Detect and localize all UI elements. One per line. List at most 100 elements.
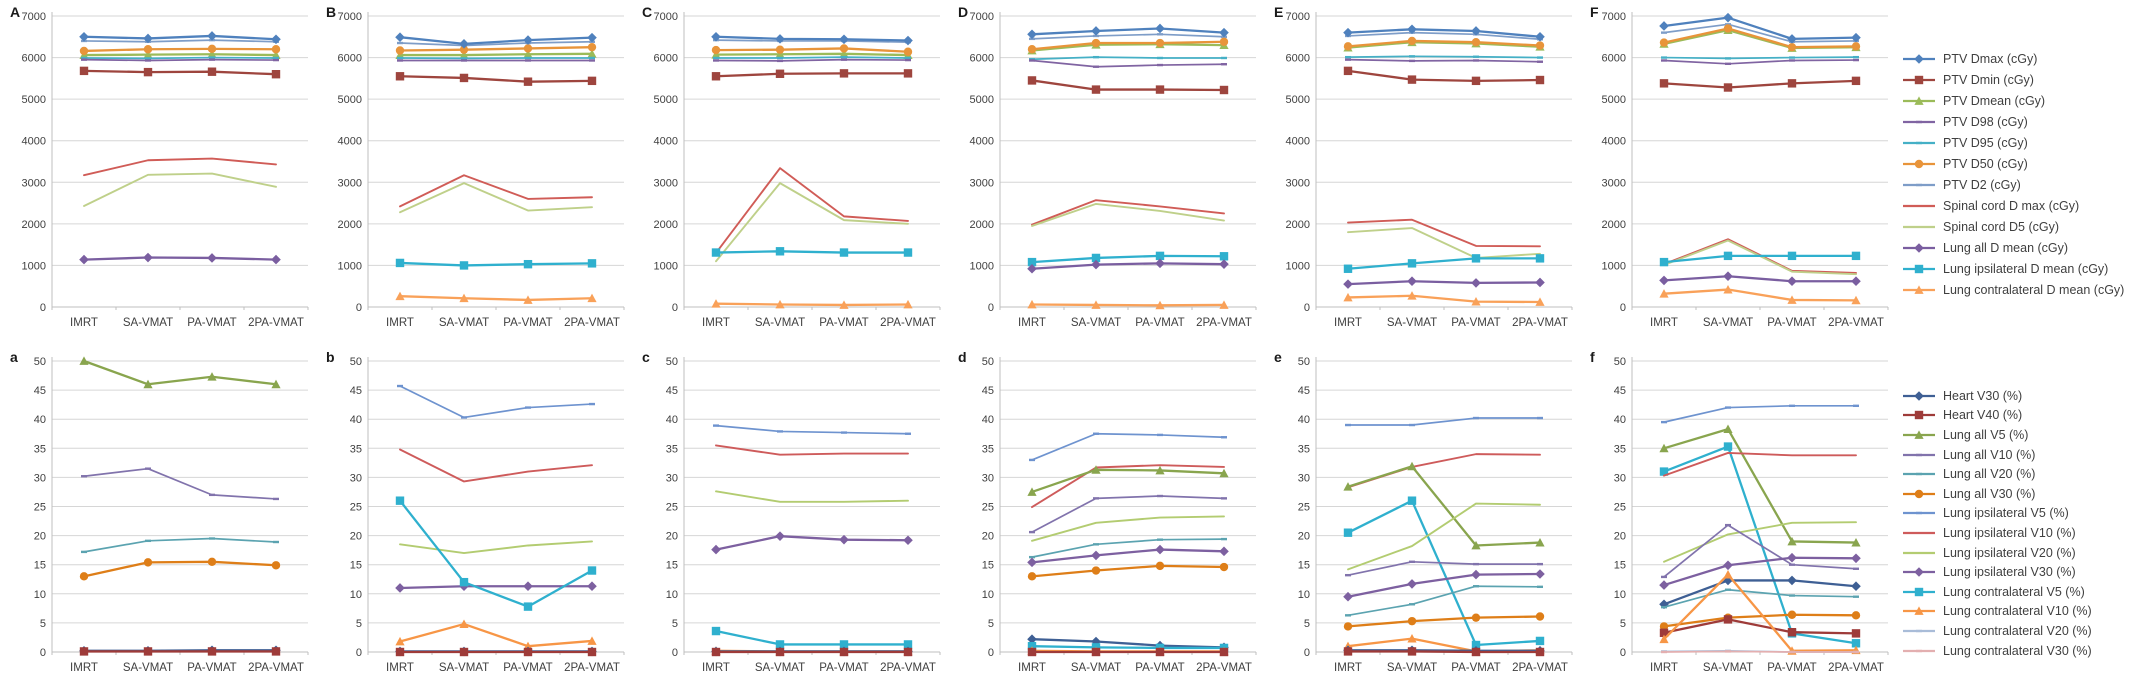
y-axis-tick-labels: 0 1000 2000 3000 4000 5000 6000 7000	[1602, 11, 1626, 314]
series-marker-square-icon	[711, 647, 721, 657]
y-axis-tick-label: 45	[1298, 385, 1310, 397]
series-marker-dash-icon	[1473, 562, 1479, 566]
legend-item-label: Lung contralateral V5 (%)	[1943, 584, 2085, 599]
series-marker-square-icon	[1407, 647, 1417, 656]
series-marker-circle-icon	[1851, 42, 1861, 51]
series-marker-diamond-icon	[1155, 258, 1165, 269]
series-marker-square-icon	[839, 640, 849, 649]
x-axis-category-label: PA-VMAT	[1451, 662, 1500, 674]
legend-item-label: Spinal cord D max (cGy)	[1943, 198, 2080, 213]
y-axis-tick-label: 35	[1614, 443, 1626, 455]
y-axis-tick-label: 2000	[1602, 219, 1626, 231]
series-marker-diamond-icon	[1155, 23, 1165, 34]
legend-key-none-icon	[1903, 204, 1935, 207]
y-axis-tick-label: 10	[350, 589, 362, 601]
series-marker-circle-icon	[1407, 36, 1417, 46]
y-axis-tick-label: 5	[1620, 618, 1626, 630]
legend-key-dash-icon	[1903, 629, 1935, 633]
series-marker-dash-icon	[1537, 416, 1543, 420]
series-marker-dash-icon	[1853, 55, 1859, 59]
series-marker-square-icon	[79, 647, 89, 656]
legend-item-label: Heart V30 (%)	[1943, 388, 2023, 403]
series-marker-circle-icon	[271, 561, 281, 570]
legend-item-ptv-d50-cgy: PTV D50 (cGy)	[1902, 153, 2124, 174]
series-lung-all-v10	[81, 467, 279, 501]
y-axis-tick-labels: 0 1000 2000 3000 4000 5000 6000 7000	[22, 11, 46, 314]
series-ptv-dmin-cgy	[395, 72, 597, 86]
chart-b: 0 5 10 15 20 25 30 35 40 45 50 b IMRT SA-VMAT PA-VMAT 2…	[316, 345, 632, 690]
series-marker-diamond-icon	[1219, 546, 1229, 557]
y-axis-tick-label: 25	[666, 502, 678, 514]
y-axis-tick-labels: 0 5 10 15 20 25 30 35 40 45 50	[982, 356, 994, 659]
series-marker-square-icon	[1914, 264, 1924, 273]
y-axis-tick-label: 40	[1614, 414, 1626, 426]
series-marker-dash-icon	[1916, 472, 1922, 476]
series-marker-circle-icon	[711, 45, 721, 55]
x-axis-category-labels: IMRT SA-VMAT PA-VMAT 2PA-VMAT	[702, 662, 936, 674]
legend-item-lung-contralateral-d-mean-cgy: Lung contralateral D mean (cGy)	[1902, 279, 2124, 300]
series-marker-square-icon	[1343, 264, 1353, 273]
x-axis-category-label: SA-VMAT	[439, 317, 489, 329]
series-marker-diamond-icon	[1659, 599, 1669, 610]
series-marker-diamond-icon	[459, 39, 469, 49]
x-axis-category-label: PA-VMAT	[187, 662, 236, 674]
series-marker-square-icon	[143, 647, 153, 656]
series-marker-dash-icon	[1409, 560, 1415, 563]
series-ptv-dmax-cgy	[79, 31, 281, 45]
legend-dose-metrics: PTV Dmax (cGy) PTV Dmin (cGy) PTV Dmean (c…	[1902, 48, 2124, 300]
series-marker-triangle-icon	[1851, 295, 1861, 305]
series-heart-v40	[1027, 647, 1229, 657]
series-marker-dash-icon	[81, 56, 87, 60]
panel-letter-label: d	[958, 349, 967, 365]
series-lung-ipsilateral-v5	[397, 384, 595, 419]
series-marker-square-icon	[1535, 75, 1545, 85]
y-axis-tick-label: 2000	[338, 219, 362, 231]
x-axis-category-labels: IMRT SA-VMAT PA-VMAT 2PA-VMAT	[386, 662, 620, 674]
legend-key-circle-icon	[1903, 489, 1935, 498]
y-axis-tick-label: 30	[1614, 472, 1626, 484]
series-marker-circle-icon	[207, 44, 217, 54]
series-marker-square-icon	[395, 496, 405, 505]
series-marker-diamond-icon	[1471, 278, 1481, 288]
series-marker-diamond-icon	[1343, 27, 1353, 38]
series-ptv-dmax-cgy	[1659, 12, 1861, 44]
x-axis-category-label: SA-VMAT	[439, 662, 489, 674]
series-ptv-d95-cgy	[1661, 55, 1859, 60]
legend-key-triangle-icon	[1903, 284, 1935, 294]
legend-key-square-icon	[1903, 264, 1935, 273]
legend-key-dash-icon	[1903, 120, 1935, 123]
series-marker-dash-icon	[1093, 497, 1099, 500]
legend-key-square-icon	[1903, 587, 1935, 596]
series-marker-dash-icon	[1661, 31, 1667, 34]
y-axis-tick-label: 6000	[970, 53, 994, 65]
x-axis-category-label: 2PA-VMAT	[248, 662, 304, 674]
y-axis-tick-label: 5000	[654, 94, 678, 106]
series-marker-triangle-icon	[207, 49, 217, 59]
x-axis-category-label: IMRT	[702, 662, 730, 674]
series-marker-diamond-icon	[143, 33, 153, 44]
legend-item-heart-v40: Heart V40 (%)	[1902, 406, 2092, 426]
x-axis-category-label: PA-VMAT	[187, 317, 236, 329]
series-lung-all-v5	[1027, 465, 1229, 496]
series-marker-diamond-icon	[1787, 552, 1797, 563]
series-marker-square-icon	[711, 248, 721, 257]
x-axis-category-labels: IMRT SA-VMAT PA-VMAT 2PA-VMAT	[1018, 317, 1252, 329]
legend-item-heart-v30: Heart V30 (%)	[1902, 386, 2092, 406]
series-marker-dash-icon	[1916, 183, 1922, 186]
series-lung-all-d-mean-cgy	[1027, 258, 1229, 274]
series-ptv-d50-cgy	[395, 42, 597, 55]
series-ptv-d2-cgy	[1345, 31, 1543, 41]
series-marker-triangle-icon	[1471, 540, 1481, 550]
series-marker-diamond-icon	[587, 581, 597, 592]
series-lung-contralateral-v30	[1661, 650, 1859, 654]
series-marker-diamond-icon	[903, 35, 913, 46]
series-marker-diamond-icon	[1027, 634, 1037, 644]
x-axis-category-label: IMRT	[386, 317, 414, 329]
series-marker-dash-icon	[1157, 494, 1163, 498]
series-marker-diamond-icon	[1535, 569, 1545, 579]
y-axis-tick-label: 45	[982, 385, 994, 397]
series-marker-diamond-icon	[1659, 21, 1669, 31]
x-axis-category-label: IMRT	[1650, 662, 1678, 674]
